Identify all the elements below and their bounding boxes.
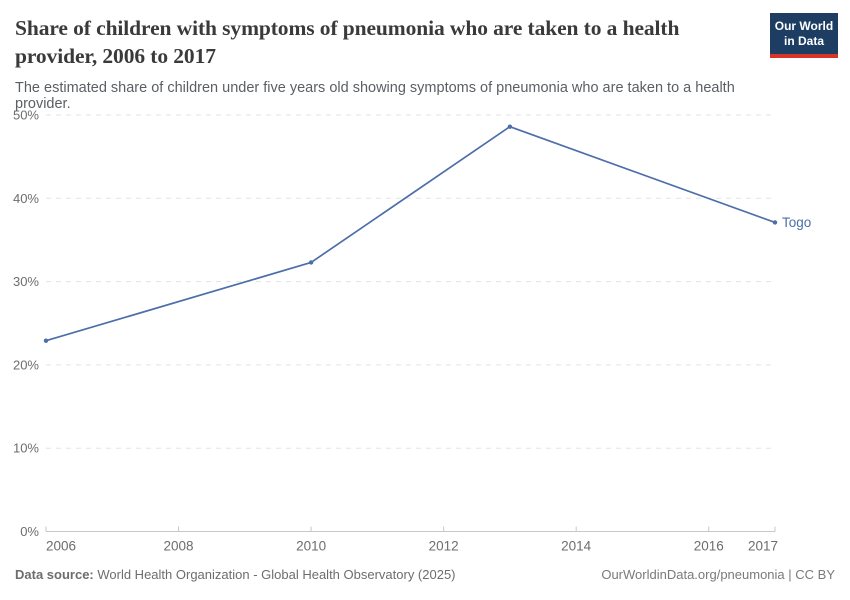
y-axis-tick-label: 50% xyxy=(13,108,39,123)
chart-footer: Data source: World Health Organization -… xyxy=(15,567,835,582)
y-axis-tick-label: 40% xyxy=(13,191,39,206)
x-axis-tick-label: 2017 xyxy=(748,539,778,554)
chart-subtitle: The estimated share of children under fi… xyxy=(15,79,735,112)
data-point-marker xyxy=(507,124,513,129)
y-axis-tick-label: 20% xyxy=(13,357,39,372)
footer-attribution: OurWorldinData.org/pneumonia | CC BY xyxy=(601,567,835,582)
data-point-marker xyxy=(772,220,778,225)
x-axis-tick-label: 2006 xyxy=(46,539,76,554)
x-axis-tick-label: 2016 xyxy=(694,539,724,554)
x-axis-tick-label: 2012 xyxy=(429,539,459,554)
series-label-togo: Togo xyxy=(782,215,811,230)
data-point-marker xyxy=(43,338,49,343)
owid-url-link[interactable]: OurWorldinData.org/pneumonia xyxy=(601,567,785,582)
owid-logo-line2: in Data xyxy=(783,34,824,48)
data-point-marker xyxy=(308,260,314,265)
line-chart[interactable]: 0% 10% 20% 30% 40% 50% 2006 2008 2010 2012 2014 201… xyxy=(0,100,850,562)
data-source-text: World Health Organization - Global Healt… xyxy=(93,567,456,582)
chart-title: Share of children with symptoms of pneum… xyxy=(15,16,680,68)
footer-separator: | xyxy=(784,567,796,582)
y-axis-tick-label: 0% xyxy=(20,524,39,539)
series-line-togo xyxy=(45,125,776,342)
x-axis-tick-label: 2008 xyxy=(164,539,194,554)
y-axis-tick-label: 10% xyxy=(13,441,39,456)
license-label: CC BY xyxy=(795,567,835,582)
owid-logo-line1: Our World xyxy=(774,19,834,33)
chart-area[interactable]: 0% 10% 20% 30% 40% 50% 2006 2008 2010 2012 2014 201… xyxy=(0,100,850,567)
x-axis-tick-label: 2014 xyxy=(561,539,592,554)
x-axis-tick-label: 2010 xyxy=(296,539,326,554)
data-source-note: Data source: World Health Organization -… xyxy=(15,567,456,582)
y-axis-tick-label: 30% xyxy=(13,274,39,289)
owid-logo[interactable]: Our World in Data xyxy=(770,13,838,58)
data-source-label: Data source: xyxy=(15,567,94,582)
chart-header: Share of children with symptoms of pneum… xyxy=(15,13,838,112)
